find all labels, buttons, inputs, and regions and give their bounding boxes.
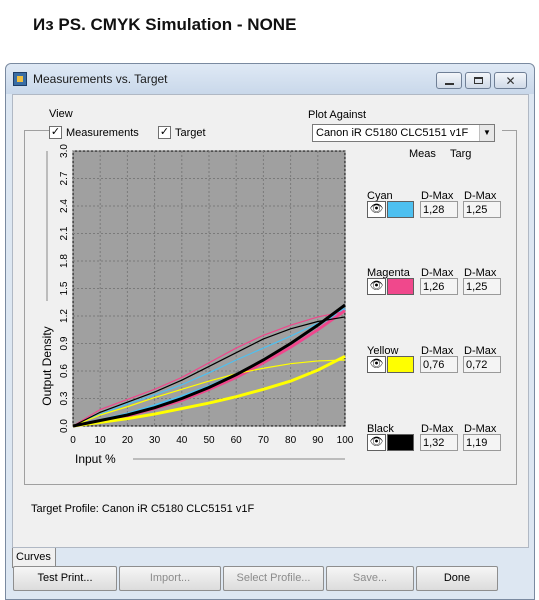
y-tick-label: 1.8: [59, 254, 70, 268]
density-chart: 0 10 20 30 40 50 60 70 80 90 100 0.0 0.3 0.6 0.9 1.2 1.5…: [40, 144, 354, 466]
window-title: Measurements vs. Target: [33, 72, 168, 86]
target-label: Target: [175, 127, 206, 139]
target-checkbox[interactable]: ✓: [158, 126, 171, 139]
target-profile-text: Target Profile: Canon iR C5180 CLC5151 v…: [31, 503, 255, 515]
group-border-left: [24, 130, 25, 485]
eye-icon[interactable]: 👁: [367, 278, 386, 295]
dmax-meas-label: D-Max: [421, 190, 454, 202]
group-border-top-right: [502, 130, 517, 131]
x-tick-label: 70: [258, 435, 270, 446]
series-black-target: [72, 316, 346, 427]
dmax-targ-label: D-Max: [464, 345, 497, 357]
color-swatch[interactable]: [387, 201, 414, 218]
x-tick-label: 80: [285, 435, 297, 446]
minimize-icon: [444, 82, 454, 85]
y-tick-label: 2.1: [59, 226, 70, 240]
dmax-targ-label: D-Max: [464, 190, 497, 202]
series-yellow-measurement: [72, 354, 346, 428]
eye-icon[interactable]: 👁: [367, 434, 386, 451]
y-tick-label: 0.3: [59, 391, 70, 405]
color-swatch[interactable]: [387, 434, 414, 451]
color-swatch[interactable]: [387, 278, 414, 295]
eye-icon[interactable]: 👁: [367, 201, 386, 218]
measurements-label: Measurements: [66, 127, 139, 139]
y-tick-label: 1.2: [59, 309, 70, 323]
chevron-down-icon: ▼: [479, 125, 494, 141]
x-tick-label: 40: [176, 435, 188, 446]
app-icon: [13, 72, 27, 86]
x-tick-label: 60: [231, 435, 243, 446]
y-tick-label: 1.5: [59, 281, 70, 295]
client-area: View ✓ Measurements ✓ Target Plot Agains…: [12, 94, 529, 548]
group-border-right: [516, 130, 517, 485]
plot-against-value: Canon iR C5180 CLC5151 v1F: [316, 127, 469, 139]
y-tick-label: 2.7: [59, 171, 70, 185]
targ-column-header: Targ: [450, 148, 472, 160]
view-label: View: [49, 108, 73, 120]
y-tick-label: 3.0: [59, 144, 70, 158]
series-yellow-target: [72, 359, 346, 427]
import-button[interactable]: Import...: [119, 566, 221, 591]
dmax-meas-label: D-Max: [421, 345, 454, 357]
dmax-meas-value: 1,32: [420, 434, 458, 451]
dmax-meas-label: D-Max: [421, 423, 454, 435]
plot-against-select[interactable]: Canon iR C5180 CLC5151 v1F ▼: [312, 124, 495, 142]
eye-icon[interactable]: 👁: [367, 356, 386, 373]
color-swatch[interactable]: [387, 356, 414, 373]
button-row: Test Print... Import... Select Profile..…: [11, 564, 534, 596]
y-axis-label: Output Density: [40, 326, 54, 405]
minimize-button[interactable]: [436, 72, 462, 89]
tab-curves[interactable]: Curves: [12, 548, 56, 568]
measurements-window: Measurements vs. Target ✕ View ✓ Measure…: [5, 63, 535, 600]
meas-column-header: Meas: [409, 148, 436, 160]
maximize-icon: [473, 77, 483, 84]
dmax-targ-value: 1,25: [463, 278, 501, 295]
dmax-targ-label: D-Max: [464, 267, 497, 279]
measurements-checkbox[interactable]: ✓: [49, 126, 62, 139]
x-tick-label: 50: [203, 435, 215, 446]
y-tick-label: 2.4: [59, 199, 70, 213]
x-tick-label: 90: [312, 435, 324, 446]
series-black-measurement: [72, 303, 346, 428]
close-icon: ✕: [505, 73, 516, 88]
y-tick-label: 0.0: [59, 419, 70, 433]
x-tick-label: 10: [95, 435, 107, 446]
x-axis-label: Input %: [75, 452, 116, 466]
channel-name: Cyan: [367, 190, 393, 202]
x-tick-label: 0: [70, 435, 76, 446]
plot-against-label: Plot Against: [308, 109, 367, 121]
y-tick-label: 0.6: [59, 364, 70, 378]
dmax-meas-value: 1,28: [420, 201, 458, 218]
dmax-targ-label: D-Max: [464, 423, 497, 435]
dmax-targ-value: 1,25: [463, 201, 501, 218]
series-cyan-target: [72, 310, 346, 427]
group-border-bottom: [24, 484, 517, 485]
channel-name: Black: [367, 423, 394, 435]
test-print-button[interactable]: Test Print...: [13, 566, 117, 591]
x-tick-label: 30: [149, 435, 161, 446]
x-tick-label: 20: [122, 435, 134, 446]
channel-name: Magenta: [367, 267, 410, 279]
maximize-button[interactable]: [465, 72, 491, 89]
dmax-targ-value: 0,72: [463, 356, 501, 373]
title-bar[interactable]: Measurements vs. Target ✕: [6, 64, 534, 94]
page-caption: Из PS. CMYK Simulation - NONE: [33, 15, 297, 34]
series-magenta-target: [72, 310, 346, 427]
group-border: [24, 130, 49, 131]
done-button[interactable]: Done: [416, 566, 498, 591]
close-button[interactable]: ✕: [494, 72, 527, 89]
dmax-targ-value: 1,19: [463, 434, 501, 451]
save-button[interactable]: Save...: [326, 566, 414, 591]
select-profile-button[interactable]: Select Profile...: [223, 566, 324, 591]
dmax-meas-value: 0,76: [420, 356, 458, 373]
dmax-meas-value: 1,26: [420, 278, 458, 295]
dmax-meas-label: D-Max: [421, 267, 454, 279]
channel-name: Yellow: [367, 345, 399, 357]
x-tick-label: 100: [337, 435, 354, 446]
y-tick-label: 0.9: [59, 336, 70, 350]
